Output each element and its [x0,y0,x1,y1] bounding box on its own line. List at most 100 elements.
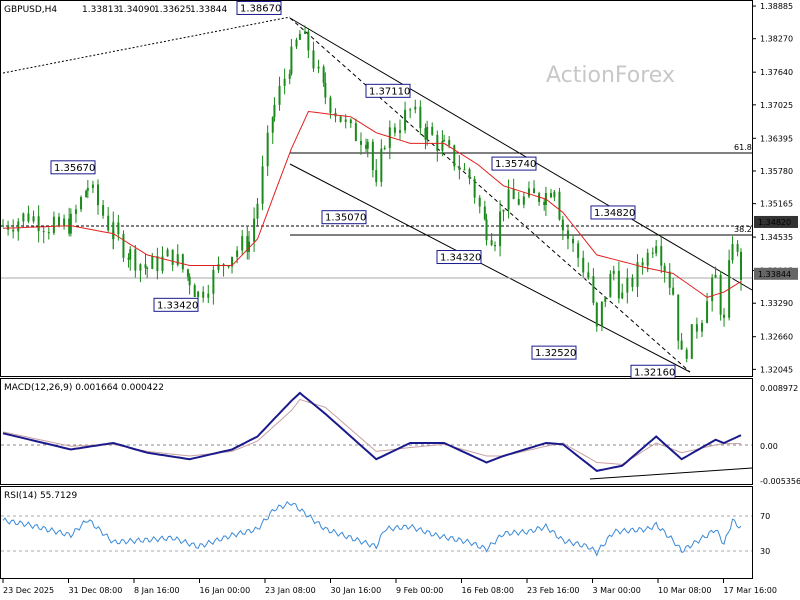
candle [458,155,461,180]
candle [253,207,256,252]
candle [186,268,189,281]
candle [609,270,612,298]
candle [122,230,125,262]
candle [549,188,552,199]
candle [646,248,649,271]
symbol-title: GBPUSD,H4 [4,5,57,15]
candle [663,262,666,283]
price-tick-label: 1.37640 [760,68,793,77]
candle [107,207,110,232]
svg-text:1.35670: 1.35670 [54,163,95,174]
candle [655,240,658,257]
candle [298,30,301,41]
candle [47,227,50,240]
svg-text:1.32160: 1.32160 [634,367,675,378]
candle [295,37,298,49]
macd-pane: MACD(12,26,9) 0.001664 0.000422 [0,378,753,485]
candle [388,120,391,160]
annotation-1.37110: 1.37110 [365,83,411,98]
candle [69,208,72,237]
candle [600,301,603,332]
macd-line [2,391,742,472]
candle [626,268,629,304]
candle [17,218,20,241]
candle [317,59,320,74]
macd-tick-label: 0.00 [760,442,778,451]
candle [426,120,429,146]
macd-pane-frame [0,378,753,485]
annotation-1.34820: 1.34820 [590,205,636,220]
rsi-line [2,500,742,557]
candle [494,241,496,252]
ohlc-open: 1.33813 [82,5,119,15]
candle [307,29,310,59]
candle [207,284,210,303]
svg-text:1.37110: 1.37110 [369,86,410,97]
candle [695,317,698,339]
channel-mid-dashed-line [289,17,691,373]
candle [2,219,4,228]
annotation-1.35740: 1.35740 [491,156,537,171]
annotation-1.38670: 1.38670 [236,0,282,15]
candle [672,277,675,296]
candle [375,159,378,187]
candle [668,263,671,296]
candle [248,231,250,260]
candle [617,261,620,304]
candle [485,213,488,246]
candle [595,301,598,332]
svg-text:1.33844: 1.33844 [758,270,791,279]
candle [139,263,142,283]
macd-axis: 0.008972 0.00 -0.005356 [760,384,800,486]
candle [246,225,249,260]
candle [349,118,352,128]
marked-level-tag: 1.34820 [754,215,798,228]
candle [553,189,556,202]
candle [42,225,45,244]
svg-text:1.34320: 1.34320 [440,253,481,264]
rsi-axis: 70 30 [760,512,770,556]
candle [436,130,439,162]
candle [283,68,286,95]
macd-tick-label: 0.008972 [760,384,798,393]
time-tick-label: 3 Mar 00:00 [593,586,641,595]
svg-text:1.32520: 1.32520 [535,348,576,359]
moving-average-line [2,110,742,298]
candle [278,76,281,111]
candle [102,199,105,219]
candle [146,266,149,279]
candle [359,132,362,155]
candle [677,294,680,350]
price-pane: ActionForex 61.8 38.2 1.38670 1.37110 1.356… [0,0,753,379]
candle [443,134,446,143]
candle [711,274,714,312]
annotation-1.32520: 1.32520 [531,345,577,360]
svg-text:1.33420: 1.33420 [157,300,198,311]
candle [719,271,722,321]
candle [660,234,663,273]
candle [371,139,374,178]
candle [290,38,293,76]
time-tick-label: 31 Dec 08:00 [69,586,123,595]
time-tick-label: 16 Jan 00:00 [200,586,251,595]
candle [339,116,342,123]
ohlc-low: 1.33625 [154,5,191,15]
price-pane-frame [0,0,753,377]
candle [527,181,530,199]
candle [558,187,561,221]
candle [517,191,520,206]
candle [37,205,40,243]
fib-61.8-label: 61.8 [734,143,752,152]
candle [322,64,325,87]
annotation-1.34320: 1.34320 [436,250,482,265]
candle [202,286,205,303]
annotation-1.35070: 1.35070 [321,210,367,225]
candle [621,283,624,300]
annotation-1.32160: 1.32160 [630,364,676,379]
candle [398,119,401,141]
candle [404,101,407,134]
candle [52,211,55,227]
time-tick-label: 30 Jan 16:00 [331,586,382,595]
candle [714,266,717,278]
candle [171,249,174,272]
